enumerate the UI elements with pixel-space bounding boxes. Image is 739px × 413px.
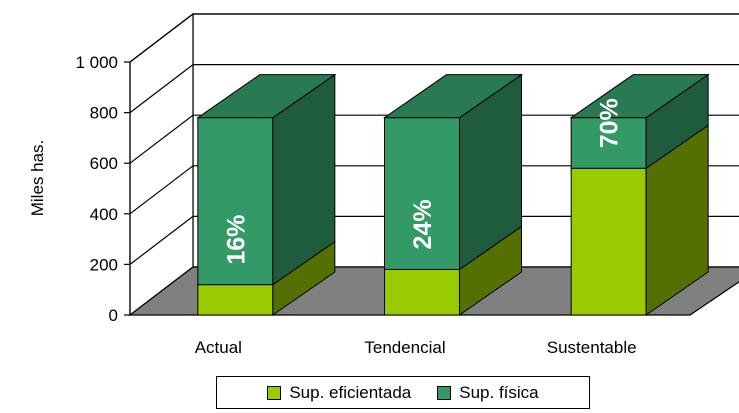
side-wall bbox=[129, 12, 194, 317]
legend-label-eficientada: Sup. eficientada bbox=[289, 382, 412, 402]
category-labels: Actual Tendencial Sustentable bbox=[195, 338, 637, 357]
gridline bbox=[129, 63, 739, 114]
percent-label: 24% bbox=[409, 199, 437, 249]
y-tick-label: 400 bbox=[90, 205, 118, 224]
bar-stack-actual: 16% bbox=[196, 73, 337, 316]
bar-stack-sustentable: 70% bbox=[569, 73, 710, 316]
legend-item-eficientada: Sup. eficientada bbox=[267, 383, 411, 403]
y-tick-label: 0 bbox=[109, 306, 118, 325]
legend: Sup. eficientada Sup. física bbox=[216, 376, 590, 409]
y-tick-label: 600 bbox=[90, 154, 118, 173]
category-label: Tendencial bbox=[364, 338, 445, 357]
category-label: Sustentable bbox=[547, 338, 637, 357]
y-tick-label: 800 bbox=[90, 104, 118, 123]
legend-label-fisica: Sup. física bbox=[459, 382, 539, 402]
gridline bbox=[129, 13, 739, 63]
percent-label: 70% bbox=[596, 98, 624, 148]
gridline bbox=[129, 114, 739, 164]
y-tick-labels: 0 200 400 600 800 1 000 bbox=[75, 53, 118, 325]
legend-item-fisica: Sup. física bbox=[437, 382, 539, 403]
bar-eficientada bbox=[384, 268, 460, 316]
bar-top bbox=[569, 74, 710, 119]
y-axis-title: Miles has. bbox=[28, 140, 47, 217]
category-label: Actual bbox=[195, 338, 242, 357]
legend-swatch-fisica bbox=[437, 385, 452, 400]
y-tick-label: 200 bbox=[90, 255, 118, 274]
bar-eficientada bbox=[197, 284, 274, 316]
bar-fisica bbox=[197, 117, 274, 286]
y-tick-label: 1 000 bbox=[75, 53, 118, 72]
bar-eficientada bbox=[570, 167, 647, 316]
bar-top bbox=[382, 74, 524, 119]
percent-label: 16% bbox=[222, 215, 250, 265]
axes bbox=[124, 61, 131, 316]
bar-stack-tendencial: 24% bbox=[382, 73, 524, 316]
legend-swatch-eficientada bbox=[267, 385, 282, 400]
bar-top bbox=[196, 74, 337, 119]
bars: 16% 24% 70% bbox=[196, 73, 710, 316]
